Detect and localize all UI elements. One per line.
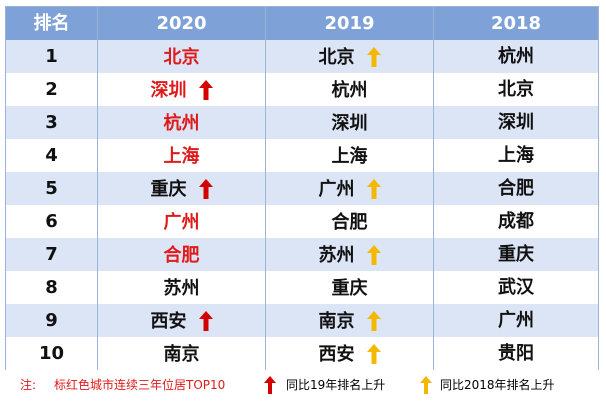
legend-red-arrow-icon bbox=[264, 376, 276, 394]
city-ranking-table: 排名 2020 2019 2018 1 北京 北京 杭州 2 深圳 杭州 北京 3 杭州 深圳 深圳 4… bbox=[5, 6, 599, 370]
city-2020-label: 西安 bbox=[150, 310, 187, 332]
city-2020-cell: 苏州 bbox=[98, 271, 266, 304]
rank-cell: 8 bbox=[6, 271, 98, 304]
header-2020: 2020 bbox=[98, 7, 266, 40]
city-2020-cell: 深圳 bbox=[98, 73, 266, 106]
city-2020-label: 广州 bbox=[163, 211, 200, 233]
city-2019-cell: 深圳 bbox=[266, 106, 434, 139]
table-row: 9 西安 南京 广州 bbox=[6, 304, 598, 337]
city-2019-label: 苏州 bbox=[318, 244, 355, 266]
rank-cell: 5 bbox=[6, 172, 98, 205]
city-2020-cell: 南京 bbox=[98, 337, 266, 370]
rank-cell: 3 bbox=[6, 106, 98, 139]
rank-up-arrow-icon bbox=[366, 245, 381, 265]
table-row: 5 重庆 广州 合肥 bbox=[6, 172, 598, 205]
city-2020-label: 北京 bbox=[163, 46, 200, 68]
rank-cell: 2 bbox=[6, 73, 98, 106]
city-2019-cell: 上海 bbox=[266, 139, 434, 172]
table-row: 7 合肥 苏州 重庆 bbox=[6, 238, 598, 271]
city-2020-label: 南京 bbox=[163, 343, 200, 365]
city-2018-cell: 北京 bbox=[498, 79, 534, 100]
rank-cell: 7 bbox=[6, 238, 98, 271]
city-2018-cell: 武汉 bbox=[498, 277, 534, 298]
rank-cell: 10 bbox=[6, 337, 98, 370]
rank-up-arrow-icon bbox=[366, 47, 381, 67]
rank-up-arrow-icon bbox=[198, 179, 213, 199]
header-2019: 2019 bbox=[266, 7, 434, 40]
legend-note-label: 注: bbox=[20, 378, 37, 392]
table-row: 10 南京 西安 贵阳 bbox=[6, 337, 598, 370]
city-2020-cell: 合肥 bbox=[98, 238, 266, 271]
rank-up-arrow-icon bbox=[366, 344, 381, 364]
table-row: 4 上海 上海 上海 bbox=[6, 139, 598, 172]
rank-up-arrow-icon bbox=[198, 311, 213, 331]
city-2020-label: 上海 bbox=[163, 145, 200, 167]
city-2019-cell: 杭州 bbox=[266, 73, 434, 106]
legend-red-arrow-text: 同比19年排名上升 bbox=[286, 378, 386, 392]
city-2019-cell: 苏州 bbox=[266, 238, 434, 271]
city-2020-label: 合肥 bbox=[163, 244, 200, 266]
city-2020-cell: 西安 bbox=[98, 304, 266, 337]
city-2020-label: 重庆 bbox=[150, 178, 187, 200]
city-2020-label: 杭州 bbox=[163, 112, 200, 134]
city-2019-cell: 西安 bbox=[266, 337, 434, 370]
city-2018-cell: 广州 bbox=[498, 310, 534, 331]
city-2018-cell: 上海 bbox=[498, 145, 534, 166]
city-2020-cell: 北京 bbox=[98, 40, 266, 73]
rank-cell: 4 bbox=[6, 139, 98, 172]
rank-up-arrow-icon bbox=[198, 80, 213, 100]
table-header-row: 排名 2020 2019 2018 bbox=[6, 7, 598, 40]
city-2019-label: 西安 bbox=[318, 343, 355, 365]
table-row: 6 广州 合肥 成都 bbox=[6, 205, 598, 238]
table-row: 1 北京 北京 杭州 bbox=[6, 40, 598, 73]
city-2018-cell: 杭州 bbox=[498, 46, 534, 67]
city-2020-cell: 广州 bbox=[98, 205, 266, 238]
table-row: 3 杭州 深圳 深圳 bbox=[6, 106, 598, 139]
city-2018-cell: 重庆 bbox=[498, 244, 534, 265]
city-2019-cell: 重庆 bbox=[266, 271, 434, 304]
city-2019-cell: 南京 bbox=[266, 304, 434, 337]
city-2018-cell: 成都 bbox=[498, 211, 534, 232]
city-2019-label: 合肥 bbox=[331, 211, 368, 233]
city-2019-label: 广州 bbox=[318, 178, 355, 200]
legend-yellow-arrow-text: 同比2018年排名上升 bbox=[440, 378, 555, 392]
city-2020-cell: 上海 bbox=[98, 139, 266, 172]
table-row: 2 深圳 杭州 北京 bbox=[6, 73, 598, 106]
city-2020-label: 苏州 bbox=[163, 277, 200, 299]
rank-up-arrow-icon bbox=[366, 311, 381, 331]
city-2018-cell: 贵阳 bbox=[498, 343, 534, 364]
city-2019-cell: 广州 bbox=[266, 172, 434, 205]
city-2020-cell: 杭州 bbox=[98, 106, 266, 139]
city-2019-label: 杭州 bbox=[331, 79, 368, 101]
city-2020-cell: 重庆 bbox=[98, 172, 266, 205]
city-2019-cell: 合肥 bbox=[266, 205, 434, 238]
rank-up-arrow-icon bbox=[366, 179, 381, 199]
city-2018-cell: 深圳 bbox=[498, 112, 534, 133]
city-2019-label: 北京 bbox=[318, 46, 355, 68]
legend-yellow-arrow-icon bbox=[420, 376, 432, 394]
rank-cell: 9 bbox=[6, 304, 98, 337]
city-2019-label: 上海 bbox=[331, 145, 368, 167]
city-2019-cell: 北京 bbox=[266, 40, 434, 73]
rank-cell: 6 bbox=[6, 205, 98, 238]
city-2019-label: 南京 bbox=[318, 310, 355, 332]
header-rank: 排名 bbox=[6, 7, 98, 40]
city-2020-label: 深圳 bbox=[150, 79, 187, 101]
header-2018: 2018 bbox=[490, 13, 542, 34]
legend-red-text: 标红色城市连续三年位居TOP10 bbox=[54, 378, 226, 392]
legend: 注: 标红色城市连续三年位居TOP10 同比19年排名上升 同比2018年排名上… bbox=[12, 374, 602, 396]
city-2019-label: 深圳 bbox=[331, 112, 368, 134]
rank-cell: 1 bbox=[6, 40, 98, 73]
table-row: 8 苏州 重庆 武汉 bbox=[6, 271, 598, 304]
city-2019-label: 重庆 bbox=[331, 277, 368, 299]
city-2018-cell: 合肥 bbox=[498, 178, 534, 199]
